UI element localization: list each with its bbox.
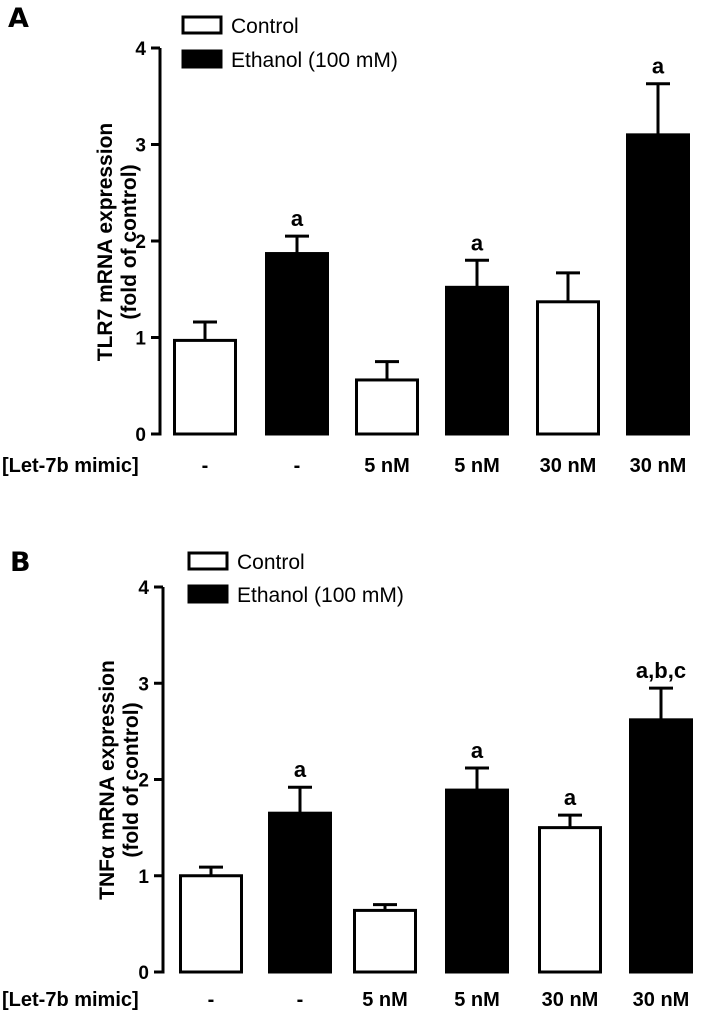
bar <box>179 874 243 974</box>
y-axis-label: TNFα mRNA expression(fold of control) <box>96 660 143 900</box>
x-category-label: 30 nM <box>630 455 687 477</box>
significance-label: a <box>652 54 665 79</box>
panel-b: B 0 1 2 3 4 TNFα mRNA expression(fold of contr… <box>2 547 693 1011</box>
x-category-label: - <box>294 455 301 477</box>
y-tick-label: 1 <box>135 329 146 350</box>
x-category-label: - <box>297 989 304 1011</box>
y-axis-label-line2: (fold of control) <box>118 164 141 319</box>
y-tick-label: 0 <box>135 425 146 446</box>
x-category-label: - <box>202 455 209 477</box>
bar <box>268 811 332 974</box>
bar <box>626 133 690 436</box>
x-row-label: [Let-7b mimic] <box>2 989 139 1011</box>
bar <box>538 826 602 974</box>
y-axis-label-line2: (fold of control) <box>120 702 143 857</box>
y-tick-label: 2 <box>138 771 149 792</box>
bar <box>445 788 509 974</box>
significance-label: a,b,c <box>636 658 686 683</box>
y-tick-label: 3 <box>138 674 149 695</box>
y-tick-label: 2 <box>135 232 146 253</box>
legend-label-control: Control <box>231 15 299 38</box>
bar <box>445 285 509 436</box>
legend-swatch-ethanol <box>187 584 229 604</box>
panel-letter: B <box>10 547 31 578</box>
y-tick-label: 4 <box>138 578 149 599</box>
x-category-label: 30 nM <box>540 455 597 477</box>
bar <box>265 252 329 436</box>
y-tick-label: 4 <box>135 39 146 60</box>
panel-letter: A <box>8 3 29 34</box>
significance-label: a <box>564 785 577 810</box>
bar <box>173 338 237 436</box>
significance-label: a <box>471 738 484 763</box>
x-category-label: 5 nM <box>364 455 410 477</box>
bar <box>536 300 600 436</box>
x-category-label: 5 nM <box>454 455 500 477</box>
x-category-label: 5 nM <box>454 989 500 1011</box>
significance-label: a <box>291 206 304 231</box>
significance-label: a <box>294 757 307 782</box>
legend-swatch-control <box>187 551 229 571</box>
y-axis-label-line1: TLR7 mRNA expression <box>94 123 117 361</box>
y-axis-label-line1: TNFα mRNA expression <box>96 660 119 900</box>
panel-a: A 0 1 2 3 4 TLR7 mRNA expression(fold of contr… <box>2 3 690 477</box>
x-category-label: 30 nM <box>542 989 599 1011</box>
legend-label-ethanol: Ethanol (100 mM) <box>237 584 404 607</box>
y-tick-label: 1 <box>138 867 149 888</box>
y-tick-label: 3 <box>135 136 146 157</box>
legend-swatch-ethanol <box>181 49 223 69</box>
significance-label: a <box>471 230 484 255</box>
bar <box>629 718 693 974</box>
y-tick-label: 0 <box>138 963 149 984</box>
bar <box>355 378 419 436</box>
legend-label-control: Control <box>237 551 305 574</box>
x-row-label: [Let-7b mimic] <box>2 455 139 477</box>
y-axis-label: TLR7 mRNA expression(fold of control) <box>94 123 141 361</box>
legend-label-ethanol: Ethanol (100 mM) <box>231 49 398 72</box>
bar <box>353 908 417 974</box>
x-category-label: 30 nM <box>633 989 690 1011</box>
x-category-label: - <box>208 989 215 1011</box>
x-category-label: 5 nM <box>362 989 408 1011</box>
legend-swatch-control <box>181 15 223 35</box>
